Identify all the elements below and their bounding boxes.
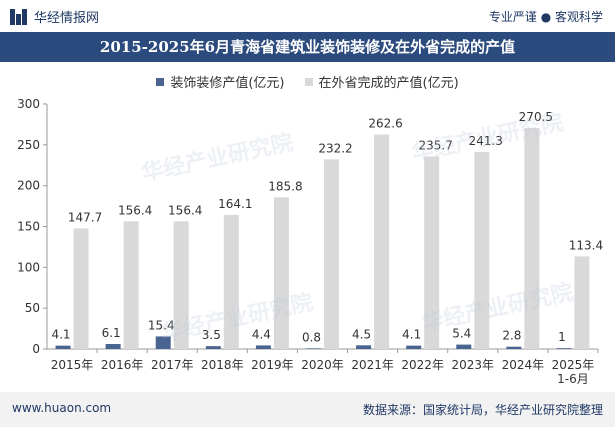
bar-deco — [306, 348, 321, 349]
footer-source: 数据来源：国家统计局，华经产业研究院整理 — [362, 403, 603, 417]
legend-label-other: 在外省完成的产值(亿元) — [318, 76, 459, 91]
bar-other — [374, 134, 390, 349]
brand-logo-icon — [10, 8, 28, 25]
data-label-deco: 4.4 — [252, 327, 271, 341]
bar-deco — [356, 345, 372, 349]
data-label-other: 232.2 — [318, 141, 352, 155]
bar-other — [273, 197, 289, 349]
data-label-deco: 4.1 — [402, 328, 421, 342]
y-tick-label: 0 — [32, 342, 40, 356]
y-tick-label: 200 — [17, 179, 40, 193]
footer: www.huaon.com 数据来源：国家统计局，华经产业研究院整理 — [0, 392, 615, 427]
legend-swatch-other — [304, 77, 313, 86]
y-tick-label: 150 — [17, 220, 40, 234]
y-tick-label: 100 — [17, 260, 40, 274]
x-tick-label: 1-6月 — [557, 372, 589, 386]
chart-title: 2015-2025年6月青海省建筑业装饰装修及在外省完成的产值 — [0, 32, 615, 62]
data-label-deco: 4.1 — [51, 328, 70, 342]
legend-item-other: 在外省完成的产值(亿元) — [304, 72, 459, 91]
bar-other — [73, 228, 89, 349]
bar-deco — [506, 346, 522, 349]
data-label-other: 262.6 — [368, 117, 402, 131]
brand-name: 华经情报网 — [34, 11, 100, 26]
legend-swatch-deco — [156, 77, 165, 86]
brand: 华经情报网 — [10, 7, 99, 26]
x-tick-label: 2016年 — [101, 358, 144, 372]
x-tick-label: 2024年 — [502, 358, 545, 372]
data-label-deco: 1 — [558, 330, 566, 344]
data-label-other: 156.4 — [168, 203, 202, 217]
x-tick-label: 2025年 — [552, 358, 595, 372]
x-tick-label: 2018年 — [201, 358, 244, 372]
x-tick-label: 2021年 — [351, 358, 394, 372]
bar-deco — [255, 345, 271, 349]
bar-deco — [556, 348, 572, 349]
bar-other — [123, 221, 139, 349]
y-tick-label: 300 — [17, 97, 40, 111]
bar-chart: 0 50 100 150 200 250 300 4.1 147.7 2015年 6.1 156.4 2… — [17, 97, 603, 386]
bar-deco — [155, 336, 171, 349]
data-label-other: 235.7 — [419, 139, 453, 153]
x-tick-label: 2022年 — [401, 358, 444, 372]
bar-other — [324, 159, 339, 349]
bar-other — [173, 221, 189, 349]
x-tick-label: 2019年 — [251, 358, 294, 372]
bar-other — [474, 151, 490, 349]
data-label-deco: 2.8 — [502, 329, 521, 343]
bar-deco — [105, 344, 121, 349]
bar-other — [424, 156, 440, 349]
data-label-other: 147.7 — [68, 210, 102, 224]
data-label-deco: 0.8 — [302, 330, 321, 344]
data-label-other: 270.5 — [519, 110, 553, 124]
y-tick-label: 50 — [25, 301, 40, 315]
footer-website[interactable]: www.huaon.com — [12, 401, 112, 415]
chart-legend: 装饰装修产值(亿元) 在外省完成的产值(亿元) — [0, 72, 615, 91]
data-label-deco: 3.5 — [202, 328, 221, 342]
x-tick-label: 2023年 — [451, 358, 494, 372]
x-tick-label: 2015年 — [51, 358, 94, 372]
bar-other — [574, 256, 590, 349]
tagline: 专业严谨 ● 客观科学 — [488, 10, 603, 24]
x-tick-label: 2017年 — [151, 358, 194, 372]
bar-other — [223, 214, 239, 349]
legend-label-deco: 装饰装修产值(亿元) — [170, 76, 285, 91]
bar-other — [524, 128, 540, 349]
bar-deco — [205, 346, 221, 349]
data-label-deco: 5.4 — [452, 327, 471, 341]
data-label-other: 156.4 — [118, 203, 152, 217]
x-tick-label: 2020年 — [301, 358, 344, 372]
data-label-other: 241.3 — [469, 134, 503, 148]
y-tick-label: 250 — [17, 138, 40, 152]
bar-deco — [406, 345, 422, 349]
legend-item-deco: 装饰装修产值(亿元) — [156, 72, 285, 91]
data-label-deco: 15.4 — [148, 318, 175, 332]
bar-deco — [55, 345, 71, 349]
bar-deco — [456, 344, 472, 349]
data-label-other: 113.4 — [569, 238, 603, 252]
top-bar: 华经情报网 专业严谨 ● 客观科学 — [0, 0, 615, 32]
data-label-deco: 6.1 — [102, 326, 121, 340]
data-label-other: 164.1 — [218, 197, 252, 211]
data-label-other: 185.8 — [268, 179, 302, 193]
data-label-deco: 4.5 — [352, 327, 371, 341]
